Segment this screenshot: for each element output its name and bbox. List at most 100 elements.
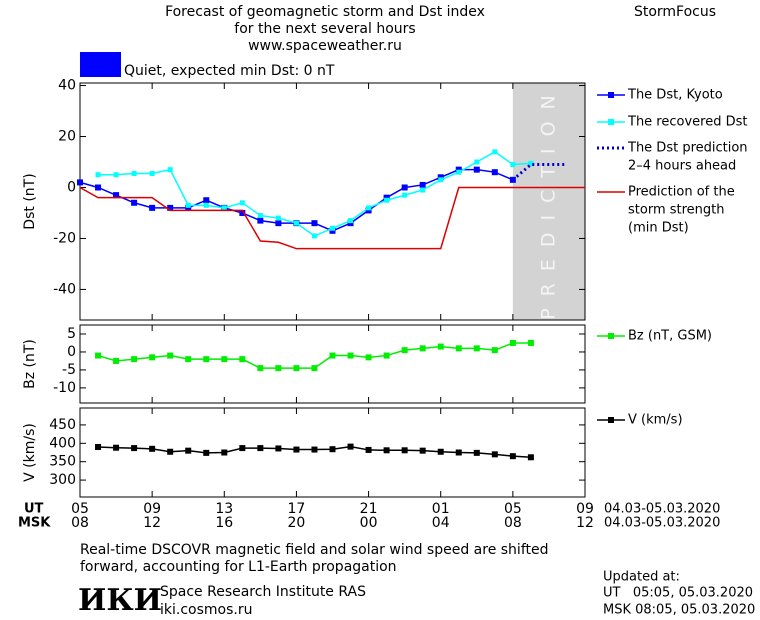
y-axis-label: Bz (nT) — [22, 339, 38, 389]
y-tick-label: -40 — [53, 281, 76, 297]
marker — [420, 187, 426, 193]
x-tick-label: 21 — [360, 501, 378, 517]
x2-axis-label: MSK — [18, 516, 51, 531]
marker — [473, 345, 480, 352]
y-tick-label: -20 — [53, 230, 76, 246]
marker — [167, 204, 174, 211]
marker — [221, 449, 228, 456]
marker — [185, 447, 192, 454]
title: Forecast of geomagnetic storm and Dst in… — [165, 4, 485, 20]
marker — [491, 451, 498, 458]
legend-label: Prediction of the — [628, 185, 735, 200]
marker — [384, 197, 390, 203]
marker — [311, 220, 318, 227]
marker — [311, 233, 317, 239]
x-tick-label: 05 — [504, 501, 522, 517]
marker — [329, 446, 336, 453]
legend-label: V (km/s) — [628, 413, 683, 428]
panel-frame — [79, 324, 586, 404]
institute: Space Research Institute RAS — [160, 584, 366, 600]
marker — [239, 209, 246, 216]
marker — [185, 356, 192, 363]
y-tick-label: 0 — [67, 344, 76, 360]
brand: StormFocus — [634, 4, 716, 20]
marker — [95, 352, 102, 359]
marker — [149, 354, 156, 361]
legend-label: storm strength — [628, 203, 725, 218]
x-tick-label: 09 — [576, 501, 594, 517]
prediction-label: PREDICTION — [537, 83, 559, 320]
marker — [474, 159, 480, 165]
legend-marker — [608, 333, 614, 339]
marker — [185, 202, 191, 208]
legend-label: (min Dst) — [628, 221, 689, 236]
marker — [131, 445, 138, 452]
y-tick-label: 300 — [49, 472, 76, 488]
legend-marker — [608, 417, 614, 423]
site: iki.cosmos.ru — [160, 602, 252, 618]
marker — [402, 192, 408, 198]
y-axis-label: Dst (nT) — [22, 173, 38, 229]
prediction-zone — [512, 83, 585, 320]
marker — [131, 199, 138, 206]
marker — [311, 446, 318, 453]
y-axis-label: V (km/s) — [22, 423, 38, 482]
marker — [509, 339, 516, 346]
y-tick-label: 40 — [58, 78, 76, 94]
x2-tick-label: 00 — [360, 515, 378, 531]
marker — [473, 166, 480, 173]
marker — [113, 192, 120, 199]
y-tick-label: 400 — [49, 435, 76, 451]
marker — [131, 356, 138, 363]
x-tick-label: 13 — [215, 501, 233, 517]
marker — [419, 181, 426, 188]
marker — [401, 184, 408, 191]
legend-marker — [608, 119, 614, 125]
x2-tick-label: 08 — [504, 515, 522, 531]
status-box — [80, 52, 121, 77]
marker — [455, 449, 462, 456]
x2-tick-label: 08 — [71, 515, 89, 531]
marker — [365, 207, 372, 214]
marker — [383, 352, 390, 359]
marker — [330, 225, 335, 231]
marker — [275, 215, 281, 221]
x-axis-label: UT — [24, 502, 44, 517]
panel-frame — [79, 82, 586, 321]
marker — [419, 447, 426, 454]
marker — [113, 444, 120, 451]
series-line — [79, 186, 585, 250]
x2-tick-label: 04 — [432, 515, 450, 531]
marker — [239, 445, 246, 452]
marker — [329, 227, 336, 234]
marker — [95, 443, 102, 450]
marker — [203, 449, 210, 456]
marker — [185, 204, 192, 211]
marker — [167, 448, 174, 455]
marker — [437, 448, 444, 455]
marker — [456, 169, 462, 175]
marker — [437, 343, 444, 350]
marker — [491, 347, 498, 354]
marker — [257, 445, 264, 452]
date-range: 04.03-05.03.2020 — [604, 516, 720, 531]
marker — [149, 445, 156, 452]
marker — [348, 218, 354, 224]
marker — [275, 365, 282, 372]
marker — [167, 352, 174, 359]
marker — [509, 453, 516, 460]
marker — [365, 446, 372, 453]
marker — [221, 205, 227, 211]
marker — [347, 443, 354, 450]
marker — [383, 447, 390, 454]
legend-label: The Dst prediction — [627, 141, 748, 156]
marker — [401, 447, 408, 454]
marker — [221, 356, 228, 363]
logo: ИКИ — [78, 583, 162, 618]
marker — [528, 160, 534, 166]
panel-frame — [79, 407, 586, 498]
marker — [275, 220, 282, 227]
x-tick-label: 05 — [71, 501, 89, 517]
updated: UT 05:05, 05.03.2020 — [603, 586, 753, 601]
